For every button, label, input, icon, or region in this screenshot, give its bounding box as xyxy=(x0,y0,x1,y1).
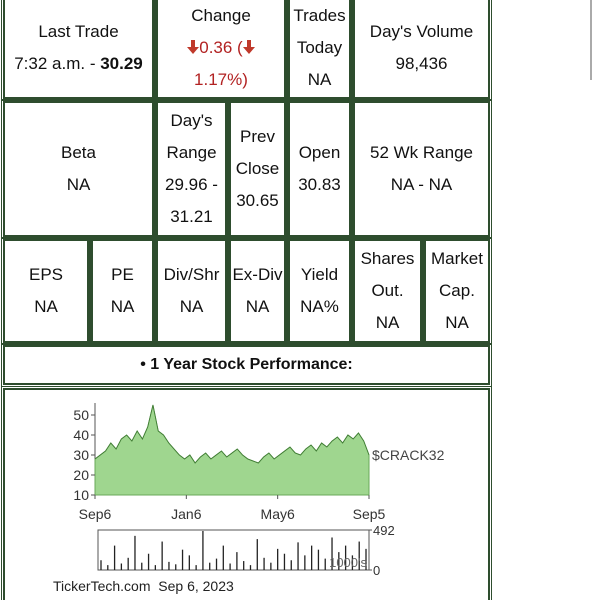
value: 98,436 xyxy=(395,53,448,73)
label: 52 Wk Range xyxy=(370,143,473,162)
label: PE xyxy=(111,265,134,284)
label: Yield xyxy=(300,265,339,284)
label: Market Cap. xyxy=(431,249,483,300)
value: 30.65 xyxy=(236,191,279,210)
x-tick-label: Jan6 xyxy=(171,506,202,522)
y-tick-label: 20 xyxy=(73,467,89,483)
chart-cell: $CRACK32 10 20 30 40 50 Sep6 Jan6 May6 Sep5 0 492 10… xyxy=(1,386,492,600)
data-cell: Open 30.83 xyxy=(286,99,353,239)
price-line xyxy=(94,404,370,464)
footer: TickerTech.com Sep 6, 2023 xyxy=(53,578,234,594)
value: NA xyxy=(179,297,204,316)
heading-text: • 1 Year Stock Performance: xyxy=(140,356,353,373)
price-area xyxy=(94,404,370,496)
label: Day's Range xyxy=(166,111,217,162)
label: Open xyxy=(298,143,341,162)
data-cell: PE NA xyxy=(89,237,156,345)
last-trade-cell: Last Trade 7:32 a.m. - 30.29 xyxy=(1,0,156,101)
volume-cell: Day's Volume 98,436 xyxy=(351,0,492,101)
value: NA xyxy=(66,175,91,194)
data-cell: Ex-Div NA xyxy=(227,237,288,345)
value: NA xyxy=(245,297,270,316)
y-tick-label: 40 xyxy=(73,427,89,443)
y-tick-label: 30 xyxy=(73,447,89,463)
data-cell: EPS NA xyxy=(1,237,91,345)
value: NA xyxy=(110,297,135,316)
series-label: $CRACK32 xyxy=(372,447,445,463)
section-heading: • 1 Year Stock Performance: xyxy=(1,343,492,387)
value: 0.36 ( 1.17%) xyxy=(187,32,255,96)
data-cell: Day's Range 29.96 - 31.21 xyxy=(154,99,229,239)
x-tick-label: Sep6 xyxy=(79,506,112,522)
data-cell: Yield NA% xyxy=(286,237,353,345)
data-cell: Prev Close 30.65 xyxy=(227,99,288,239)
label: Div/Shr xyxy=(163,265,220,284)
value: NA xyxy=(445,313,469,332)
volume-tick-label: 492 xyxy=(373,523,395,538)
value: NA xyxy=(375,313,400,332)
down-arrow xyxy=(187,39,200,54)
data-cell: Beta NA xyxy=(1,99,156,239)
label: Trades Today xyxy=(293,5,346,57)
volume-frame xyxy=(97,529,370,571)
volume-unit: 1000's xyxy=(329,555,367,570)
trade-time: 7:32 a.m. - xyxy=(14,53,96,73)
y-tick-label: 50 xyxy=(73,407,89,423)
data-cell: 52 Wk Range NA - NA xyxy=(351,99,492,239)
trades-today-cell: Trades Today NA xyxy=(286,0,353,101)
label: Beta xyxy=(61,143,96,162)
value: NA xyxy=(307,69,332,89)
change-percent: 1.17%) xyxy=(194,69,248,89)
label: EPS xyxy=(28,265,64,284)
data-cell: Div/Shr NA xyxy=(154,237,229,345)
change-cell: Change 0.36 ( 1.17%) xyxy=(154,0,288,101)
value: 30.83 xyxy=(298,175,341,194)
x-tick-label: Sep5 xyxy=(353,506,386,522)
value: NA% xyxy=(300,297,339,316)
value: 29.96 - 31.21 xyxy=(165,175,218,226)
label: Day's Volume xyxy=(369,21,474,41)
trade-price: 30.29 xyxy=(100,53,143,73)
y-tick-label: 10 xyxy=(73,487,89,503)
label: Change xyxy=(191,5,251,25)
label: Shares Out. xyxy=(360,249,415,300)
volume-tick-label: 0 xyxy=(373,563,380,578)
chart: $CRACK32 10 20 30 40 50 Sep6 Jan6 May6 Sep5 0 492 10… xyxy=(53,403,445,594)
label: Ex-Div xyxy=(232,265,283,284)
scrollbar xyxy=(590,0,592,80)
data-cell: Market Cap. NA xyxy=(422,237,492,345)
label: Last Trade xyxy=(38,21,119,41)
value: 7:32 a.m. - 30.29 xyxy=(14,48,143,80)
x-tick-label: May6 xyxy=(261,506,295,522)
change-amount: 0.36 ( xyxy=(199,37,243,57)
value: NA - NA xyxy=(390,175,453,194)
label: Prev Close xyxy=(235,127,280,178)
value: NA xyxy=(34,297,58,316)
down-arrow xyxy=(242,39,255,54)
data-cell: Shares Out. NA xyxy=(351,237,424,345)
